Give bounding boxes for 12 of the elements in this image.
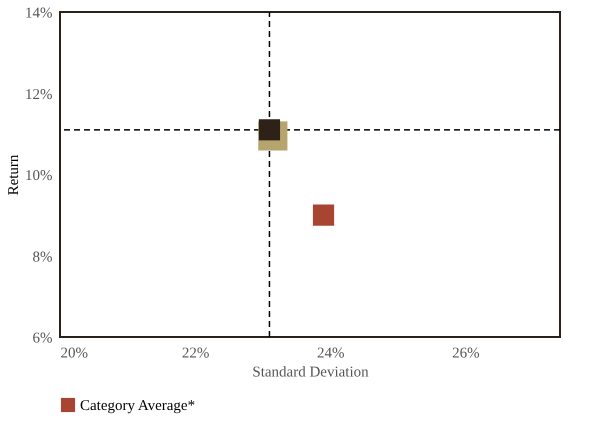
x-tick-label: 26% — [452, 346, 480, 362]
y-axis-title: Return — [6, 154, 22, 196]
x-tick-label: 20% — [60, 346, 88, 362]
x-axis-title: Standard Deviation — [252, 364, 370, 380]
x-tick-label: 22% — [182, 346, 210, 362]
x-tick-label: 24% — [317, 346, 345, 362]
legend-label: Category Average* — [80, 398, 196, 414]
y-tick-label: 6% — [32, 330, 52, 346]
y-tick-label: 8% — [32, 249, 52, 266]
y-tick-label: 14% — [25, 6, 52, 22]
y-tick-label: 10% — [25, 168, 52, 184]
y-tick-label: 12% — [25, 86, 52, 103]
